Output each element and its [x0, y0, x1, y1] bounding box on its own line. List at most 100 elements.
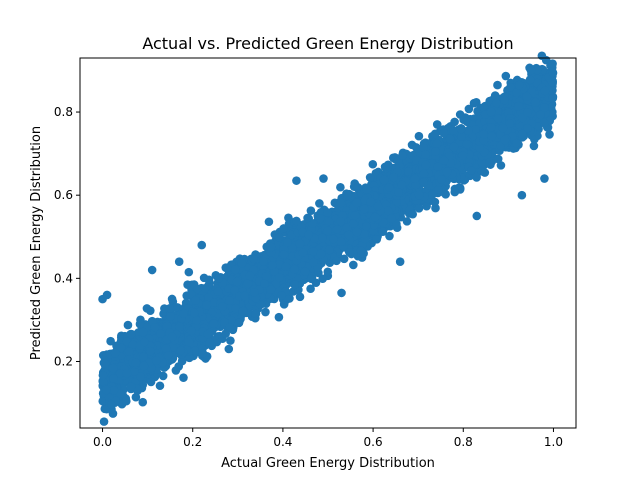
- scatter-point: [537, 51, 547, 61]
- scatter-point: [110, 348, 120, 358]
- scatter-point: [419, 143, 428, 152]
- scatter-point: [176, 346, 186, 355]
- scatter-point: [464, 104, 474, 114]
- scatter-point: [464, 126, 473, 135]
- scatter-point: [392, 198, 401, 207]
- scatter-point: [445, 134, 455, 144]
- scatter-point: [138, 397, 148, 407]
- scatter-point: [431, 147, 440, 156]
- scatter-point: [186, 326, 196, 335]
- scatter-point: [266, 242, 276, 252]
- scatter-point: [466, 166, 476, 175]
- scatter-point: [204, 275, 214, 285]
- scatter-point: [362, 221, 371, 231]
- scatter-point: [200, 284, 210, 293]
- scatter-point: [124, 347, 134, 356]
- scatter-point: [370, 212, 380, 222]
- scatter-point: [419, 178, 428, 187]
- scatter-point: [131, 392, 141, 402]
- scatter-point: [222, 263, 232, 273]
- scatter-point: [171, 366, 181, 375]
- scatter-point: [100, 359, 110, 369]
- scatter-point: [336, 237, 346, 247]
- scatter-point: [517, 113, 527, 123]
- scatter-point: [419, 169, 429, 179]
- scatter-point: [505, 119, 515, 128]
- scatter-point: [101, 385, 111, 395]
- scatter-point: [290, 264, 299, 274]
- scatter-point: [493, 114, 503, 123]
- scatter-point: [532, 65, 542, 75]
- scatter-point: [243, 279, 253, 288]
- scatter-point: [493, 80, 502, 90]
- scatter-point: [410, 174, 420, 183]
- scatter-point: [446, 158, 455, 168]
- scatter-point: [485, 158, 494, 167]
- scatter-point: [192, 315, 201, 325]
- scatter-point: [506, 83, 515, 92]
- scatter-point: [107, 400, 116, 410]
- scatter-point: [158, 371, 168, 381]
- scatter-point: [493, 154, 503, 164]
- scatter-point: [238, 306, 248, 316]
- scatter-point: [184, 267, 194, 277]
- scatter-point: [348, 219, 358, 228]
- scatter-point: [477, 157, 487, 167]
- scatter-point: [531, 98, 540, 107]
- scatter-point: [522, 92, 532, 101]
- scatter-point: [274, 233, 284, 242]
- scatter-point: [202, 300, 212, 310]
- scatter-point: [398, 151, 407, 160]
- scatter-point: [295, 292, 305, 302]
- scatter-point: [309, 247, 318, 256]
- scatter-point: [155, 381, 165, 391]
- scatter-point: [292, 216, 301, 226]
- scatter-point: [339, 254, 349, 264]
- scatter-point: [450, 117, 459, 127]
- scatter-point: [379, 175, 389, 185]
- scatter-point: [139, 361, 149, 371]
- scatter-point: [150, 323, 160, 332]
- scatter-point: [475, 143, 485, 153]
- scatter-point: [161, 344, 171, 353]
- scatter-point: [394, 188, 404, 197]
- scatter-point: [384, 183, 394, 192]
- scatter-point: [512, 138, 521, 148]
- scatter-point: [496, 161, 506, 170]
- scatter-point: [304, 230, 313, 240]
- scatter-point: [142, 304, 152, 313]
- scatter-point: [139, 352, 148, 362]
- scatter-point: [126, 329, 136, 339]
- scatter-point: [408, 209, 418, 219]
- scatter-point: [266, 285, 276, 294]
- scatter-points: [98, 51, 558, 426]
- scatter-point: [298, 248, 308, 257]
- scatter-point: [218, 302, 227, 311]
- scatter-point: [128, 340, 138, 350]
- scatter-point: [316, 249, 326, 259]
- scatter-point: [237, 258, 247, 268]
- scatter-point: [548, 59, 557, 69]
- scatter-point: [115, 389, 125, 398]
- scatter-point: [264, 217, 274, 227]
- scatter-point: [433, 162, 443, 172]
- scatter-point: [108, 363, 118, 373]
- scatter-point: [230, 285, 240, 295]
- scatter-point: [336, 198, 346, 208]
- scatter-point: [179, 309, 188, 318]
- scatter-point: [167, 332, 177, 342]
- scatter-point: [486, 122, 496, 132]
- scatter-point: [205, 337, 214, 347]
- scatter-point: [514, 80, 524, 90]
- scatter-point: [430, 197, 440, 207]
- scatter-point: [479, 129, 488, 139]
- scatter-point: [352, 198, 362, 208]
- scatter-point: [434, 185, 443, 194]
- scatter-point: [175, 322, 184, 332]
- plot-area: [79, 51, 577, 429]
- scatter-point: [279, 224, 289, 233]
- scatter-point: [318, 233, 327, 243]
- scatter-point: [457, 132, 466, 141]
- scatter-point: [193, 284, 202, 294]
